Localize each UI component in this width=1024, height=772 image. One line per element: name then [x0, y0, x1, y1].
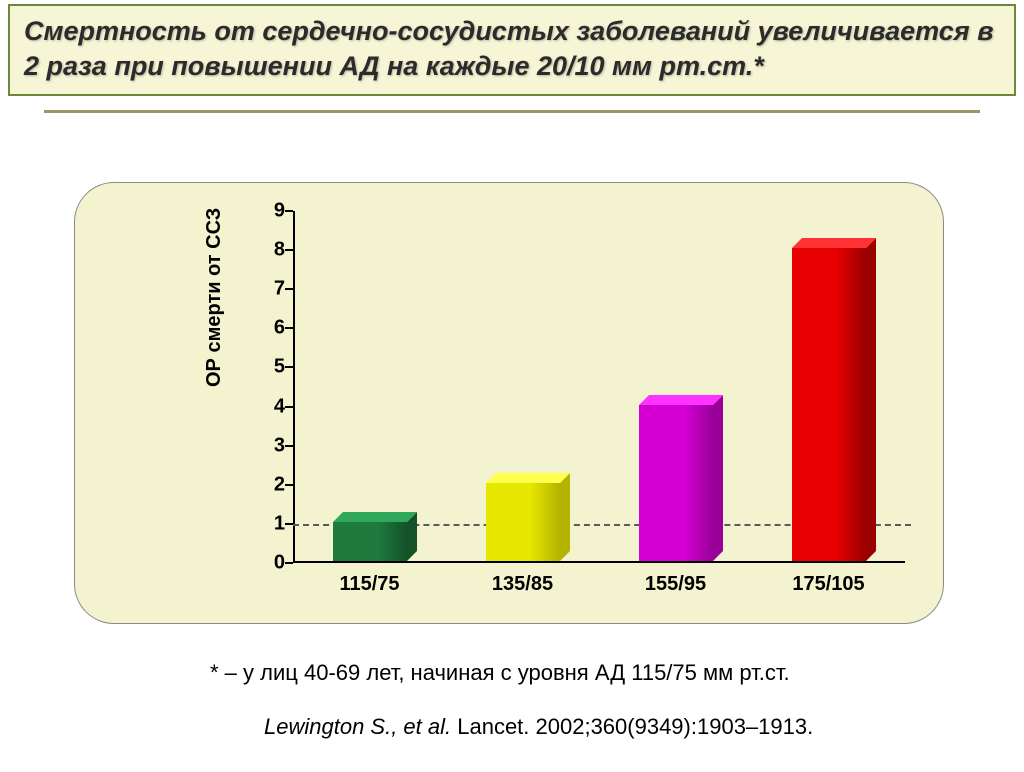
chart-panel: ОР смерти от ССЗ 0123456789115/75135/851… [74, 182, 944, 624]
y-tick [285, 288, 293, 290]
x-tick-label: 155/95 [645, 573, 706, 596]
footnote: * – у лиц 40-69 лет, начиная с уровня АД… [210, 660, 790, 686]
y-axis-line [293, 211, 295, 563]
bar [486, 483, 560, 561]
y-tick [285, 327, 293, 329]
title-underline [44, 110, 980, 113]
y-tick [285, 210, 293, 212]
y-tick-label: 3 [255, 434, 285, 457]
y-tick-label: 9 [255, 200, 285, 223]
y-tick [285, 445, 293, 447]
y-tick [285, 366, 293, 368]
y-tick [285, 249, 293, 251]
title-box: Смертность от сердечно-сосудистых заболе… [8, 4, 1016, 96]
x-axis-line [293, 561, 905, 563]
x-tick-label: 175/105 [792, 573, 864, 596]
y-tick [285, 406, 293, 408]
y-tick [285, 562, 293, 564]
y-tick-label: 0 [255, 552, 285, 575]
citation-author: Lewington S., et al. [264, 714, 451, 739]
y-axis-title: ОР смерти от ССЗ [203, 208, 226, 387]
y-tick-label: 7 [255, 278, 285, 301]
y-tick-label: 2 [255, 473, 285, 496]
bar [333, 522, 407, 561]
bar [639, 405, 713, 561]
citation: Lewington S., et al. Lancet. 2002;360(93… [264, 714, 813, 740]
y-tick-label: 5 [255, 356, 285, 379]
bar [792, 248, 866, 561]
y-tick-label: 4 [255, 395, 285, 418]
y-tick-label: 6 [255, 317, 285, 340]
y-tick-label: 8 [255, 239, 285, 262]
y-tick [285, 484, 293, 486]
slide-title: Смертность от сердечно-сосудистых заболе… [24, 14, 1000, 84]
citation-rest: Lancet. 2002;360(9349):1903–1913. [451, 714, 813, 739]
y-tick [285, 523, 293, 525]
x-tick-label: 135/85 [492, 573, 553, 596]
y-tick-label: 1 [255, 512, 285, 535]
plot-area: 0123456789115/75135/85155/95175/105 [293, 211, 905, 563]
x-tick-label: 115/75 [339, 573, 399, 596]
